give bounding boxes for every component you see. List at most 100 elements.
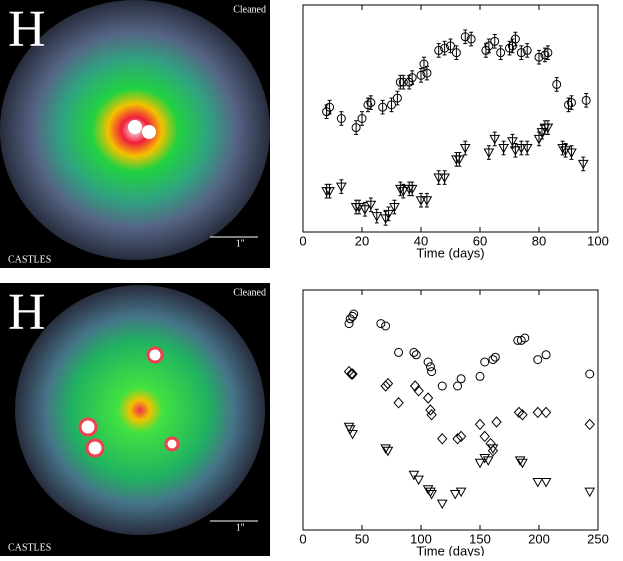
point <box>581 95 591 105</box>
x-tick-label: 250 <box>587 531 609 546</box>
point <box>475 371 485 381</box>
point <box>577 159 589 170</box>
point <box>349 309 359 319</box>
point <box>505 43 514 53</box>
x-axis-label: Time (days) <box>416 543 484 556</box>
credit: CASTLES <box>8 542 51 553</box>
point <box>480 357 490 367</box>
point <box>389 203 400 213</box>
point <box>397 187 409 197</box>
point <box>487 445 499 457</box>
point <box>536 128 548 138</box>
point <box>515 144 527 154</box>
point <box>416 70 426 80</box>
point <box>437 433 448 445</box>
x-tick-label: 50 <box>355 531 369 546</box>
credit: CASTLES <box>8 254 51 265</box>
point <box>510 34 520 44</box>
point <box>439 173 450 184</box>
point <box>522 45 532 55</box>
point <box>541 350 551 360</box>
point <box>540 50 550 60</box>
point <box>479 454 491 464</box>
point <box>411 350 421 360</box>
point <box>425 404 436 416</box>
point <box>382 377 394 390</box>
point <box>507 137 518 147</box>
point <box>359 205 371 215</box>
point <box>426 490 437 500</box>
x-tick-label: 60 <box>473 233 487 248</box>
point <box>394 184 406 195</box>
point <box>351 123 361 133</box>
point <box>557 144 568 154</box>
point <box>496 48 506 58</box>
image-panel <box>0 283 270 556</box>
point <box>409 347 419 357</box>
point <box>421 196 433 206</box>
point <box>378 102 388 112</box>
point <box>520 333 530 343</box>
point <box>584 487 596 498</box>
point <box>455 430 467 443</box>
point <box>566 148 577 159</box>
point <box>415 196 427 206</box>
point <box>452 433 463 445</box>
band-label: H <box>8 1 46 58</box>
point <box>380 380 391 392</box>
point <box>347 368 358 380</box>
point <box>491 416 502 428</box>
point <box>490 352 500 362</box>
point <box>344 425 356 435</box>
point <box>489 134 501 145</box>
point <box>394 347 404 357</box>
point <box>483 148 495 159</box>
point <box>413 385 424 397</box>
x-tick-label: 20 <box>355 233 369 248</box>
point <box>540 478 552 488</box>
point <box>481 45 491 55</box>
point <box>533 355 543 365</box>
point <box>434 45 444 55</box>
point <box>521 144 533 154</box>
point <box>482 456 494 466</box>
point <box>346 368 357 380</box>
x-axis-label: Time (days) <box>416 245 484 260</box>
point <box>348 311 358 321</box>
point <box>543 48 553 58</box>
point <box>474 418 486 431</box>
point <box>427 367 437 377</box>
point <box>325 102 335 112</box>
x-tick-label: 150 <box>469 531 491 546</box>
point <box>488 355 498 365</box>
point <box>449 490 461 500</box>
point <box>514 456 526 466</box>
point <box>335 182 347 193</box>
point <box>453 155 465 165</box>
point <box>516 48 526 58</box>
plot-frame <box>302 4 599 233</box>
point <box>479 430 490 443</box>
x-tick-label: 0 <box>299 531 306 546</box>
point <box>344 319 354 329</box>
point <box>376 319 386 329</box>
point <box>532 406 543 419</box>
point <box>407 73 417 83</box>
x-tick-label: 0 <box>299 233 306 248</box>
point <box>437 381 447 391</box>
point <box>552 79 562 89</box>
point <box>510 146 521 156</box>
point <box>425 362 435 372</box>
point <box>474 458 486 469</box>
point <box>393 397 404 409</box>
image-label: Cleaned <box>233 287 266 298</box>
point <box>347 430 358 440</box>
point <box>404 77 414 87</box>
point <box>460 32 470 42</box>
point <box>453 381 463 391</box>
point <box>585 369 595 379</box>
image-panel <box>0 0 270 268</box>
point <box>455 487 467 498</box>
point <box>436 499 448 510</box>
